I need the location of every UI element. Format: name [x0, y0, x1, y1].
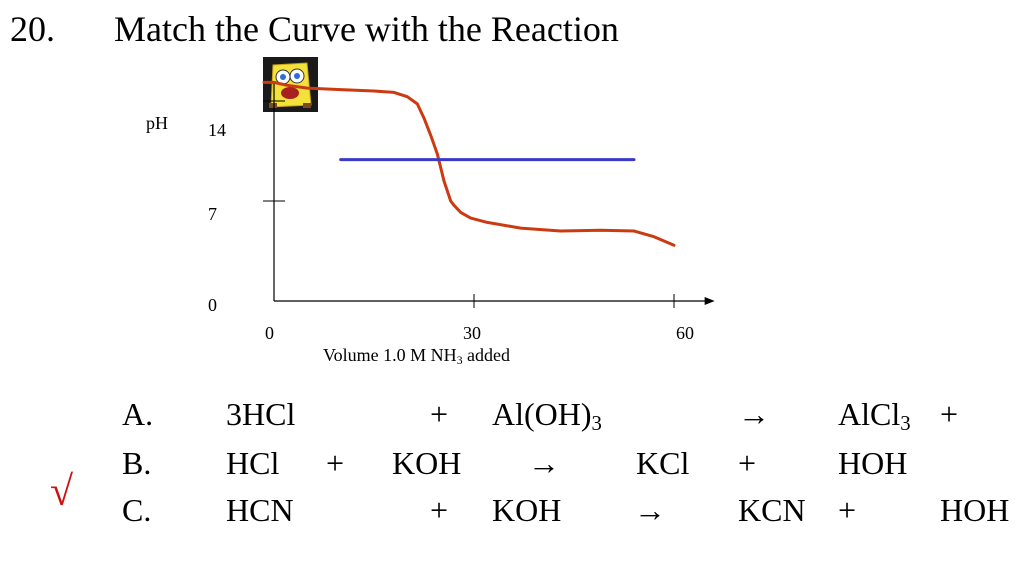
y-axis-label: pH — [146, 113, 168, 133]
chart-axes — [273, 82, 715, 305]
x-tick-label-30: 30 — [463, 323, 481, 343]
series-line-1 — [262, 80, 676, 247]
x-axis-arrow-icon — [704, 297, 715, 305]
reaction-letter: C. — [122, 492, 152, 528]
y-tick-label-7: 7 — [208, 204, 217, 224]
x-axis-label: Volume 1.0 M NH3 added — [323, 345, 511, 367]
answer-check-mark-icon: √ — [50, 469, 74, 515]
x-tick-label-0: 0 — [265, 323, 274, 343]
y-tick-label-0: 0 — [208, 295, 217, 315]
slide-number: 20. — [10, 9, 55, 49]
slide-title: Match the Curve with the Reaction — [114, 9, 619, 49]
reaction-letter: B. — [122, 445, 152, 481]
spongebob-avatar-icon — [263, 57, 318, 112]
x-tick-label-60: 60 — [676, 323, 694, 343]
reaction-letter: A. — [122, 396, 154, 432]
y-tick-label-14: 14 — [208, 120, 226, 140]
